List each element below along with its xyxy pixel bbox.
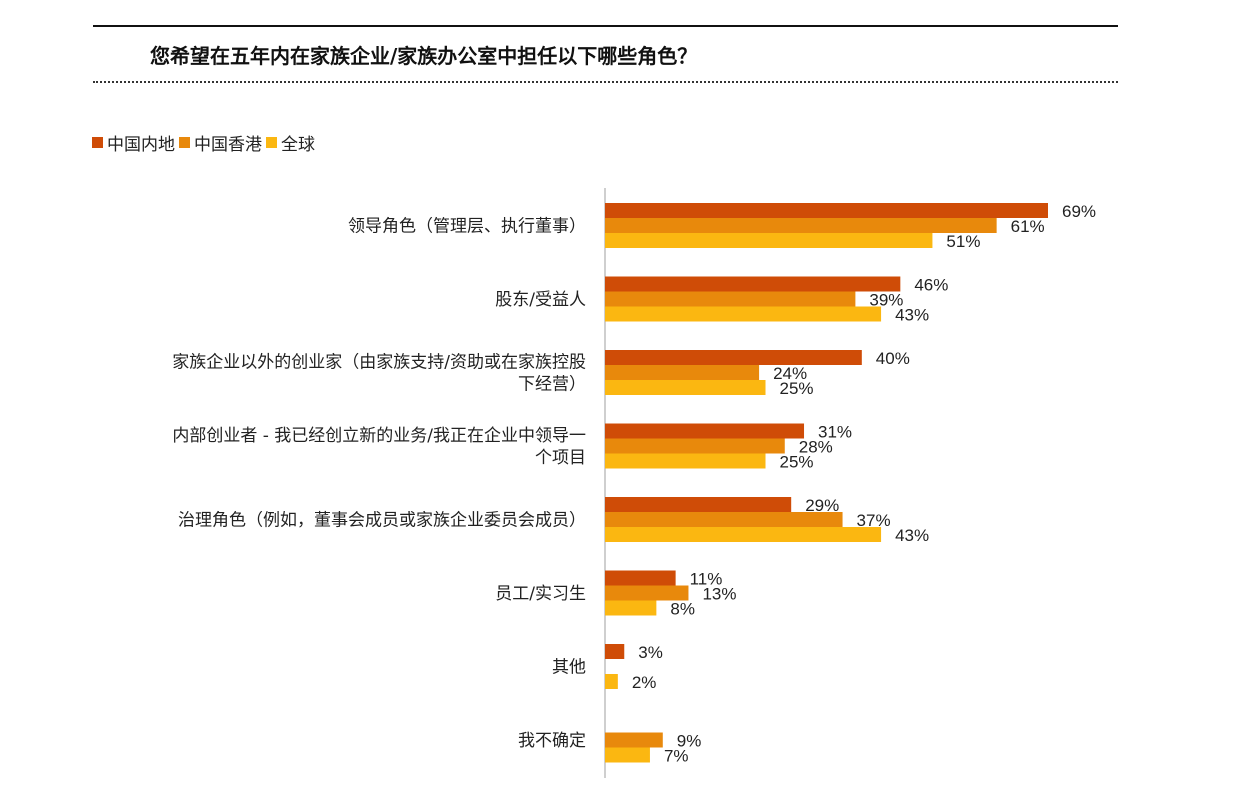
data-label: 25% xyxy=(780,379,814,398)
data-label: 9% xyxy=(677,732,702,751)
bar xyxy=(605,453,766,469)
data-label: 61% xyxy=(1011,217,1045,236)
data-label: 43% xyxy=(895,526,929,545)
bar xyxy=(605,585,689,601)
data-label: 31% xyxy=(818,423,852,442)
bar xyxy=(605,600,657,616)
category-label-line: 领导角色（管理层、执行董事） xyxy=(348,217,586,237)
category-label-line: 我不确定 xyxy=(518,731,586,751)
data-label: 37% xyxy=(857,511,891,530)
category-label-line: 治理角色（例如，董事会成员或家族企业委员会成员） xyxy=(178,511,586,531)
category-label-line: 员工/实习生 xyxy=(495,584,586,604)
bar xyxy=(605,438,785,454)
bar xyxy=(605,747,650,763)
category-label-line: 下经营） xyxy=(518,375,586,395)
title-dotted-rule xyxy=(93,81,1118,83)
category-label-line: 家族企业以外的创业家（由家族支持/资助或在家族控股 xyxy=(172,353,586,373)
chart-title: 您希望在五年内在家族企业/家族办公室中担任以下哪些角色？ xyxy=(150,44,698,68)
category-label-line: 内部创业者 - 我已经创立新的业务/我正在企业中领导一 xyxy=(172,426,586,446)
data-label: 43% xyxy=(895,306,929,325)
bar xyxy=(605,203,1048,218)
data-label: 13% xyxy=(702,585,736,604)
legend-item-global: 全球 xyxy=(266,130,315,155)
data-label: 25% xyxy=(780,453,814,472)
data-label: 40% xyxy=(876,349,910,368)
bar xyxy=(605,674,618,689)
bar xyxy=(605,512,843,527)
bar xyxy=(605,732,663,748)
category-label: 员工/实习生 xyxy=(495,584,586,604)
bar xyxy=(605,233,933,248)
legend-label-global: 全球 xyxy=(281,135,315,155)
bar xyxy=(605,276,901,292)
bar xyxy=(605,291,856,307)
data-label: 2% xyxy=(632,673,657,692)
data-label: 69% xyxy=(1062,202,1096,221)
bar xyxy=(605,644,625,659)
category-label-line: 个项目 xyxy=(535,448,586,468)
bar xyxy=(605,497,792,512)
legend-label-hongkong: 中国香港 xyxy=(194,135,262,155)
data-label: 24% xyxy=(773,364,807,383)
bar xyxy=(605,570,676,586)
data-label: 8% xyxy=(670,600,695,619)
legend-label-mainland: 中国内地 xyxy=(107,135,175,155)
bar xyxy=(605,380,766,395)
category-label: 家族企业以外的创业家（由家族支持/资助或在家族控股下经营） xyxy=(172,353,586,395)
legend-swatch-global xyxy=(266,137,277,148)
category-label: 领导角色（管理层、执行董事） xyxy=(348,217,586,237)
bar xyxy=(605,306,882,322)
data-label: 7% xyxy=(664,747,689,766)
category-label: 我不确定 xyxy=(518,731,586,751)
category-label: 内部创业者 - 我已经创立新的业务/我正在企业中领导一个项目 xyxy=(172,426,586,468)
legend-item-mainland: 中国内地 xyxy=(92,130,175,155)
category-label-line: 股东/受益人 xyxy=(495,290,586,310)
data-label: 46% xyxy=(914,276,948,295)
data-label: 39% xyxy=(869,291,903,310)
data-label: 28% xyxy=(799,438,833,457)
category-label: 其他 xyxy=(552,658,586,678)
bar xyxy=(605,350,862,365)
bar xyxy=(605,527,882,542)
top-rule xyxy=(93,25,1118,27)
category-label: 股东/受益人 xyxy=(495,290,586,310)
data-label: 11% xyxy=(690,570,723,589)
category-label-line: 其他 xyxy=(552,658,586,678)
data-label: 51% xyxy=(946,232,980,251)
bar xyxy=(605,218,997,233)
chart-legend: 中国内地 中国香港 全球 xyxy=(92,130,319,155)
legend-item-hongkong: 中国香港 xyxy=(179,130,262,155)
data-label: 29% xyxy=(805,496,839,515)
legend-swatch-mainland xyxy=(92,137,103,148)
bar xyxy=(605,423,805,439)
legend-swatch-hongkong xyxy=(179,137,190,148)
bar xyxy=(605,365,760,380)
category-label: 治理角色（例如，董事会成员或家族企业委员会成员） xyxy=(178,511,586,531)
data-label: 3% xyxy=(638,643,663,662)
